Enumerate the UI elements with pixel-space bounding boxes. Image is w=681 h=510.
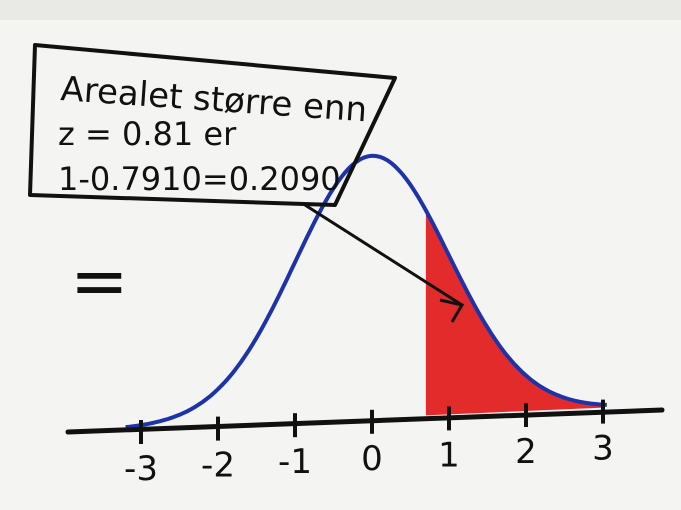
note-line: z = 0.81 er	[58, 115, 237, 153]
note-box	[28, 43, 397, 207]
note-line: 1-0.7910=0.2090	[58, 160, 341, 198]
axis-label: 2	[515, 432, 537, 472]
axis-labels: -3 -2 -1 0 1 2 3	[124, 429, 614, 489]
shaded-area	[425, 210, 603, 416]
axis-label: 3	[592, 429, 614, 469]
axis-label: 1	[438, 435, 460, 475]
paper-edge	[0, 0, 681, 20]
arrow-head	[439, 298, 465, 323]
axis-label: -2	[201, 446, 235, 486]
axis-label: 0	[361, 439, 383, 479]
normal-curve	[125, 153, 607, 430]
axis-label: -3	[124, 449, 158, 489]
x-axis	[65, 407, 665, 435]
curve-layer	[125, 153, 607, 430]
tick-marks	[139, 399, 605, 444]
equals-sign: =	[70, 240, 129, 322]
axis-label: -1	[278, 442, 312, 482]
arrow	[304, 203, 463, 307]
